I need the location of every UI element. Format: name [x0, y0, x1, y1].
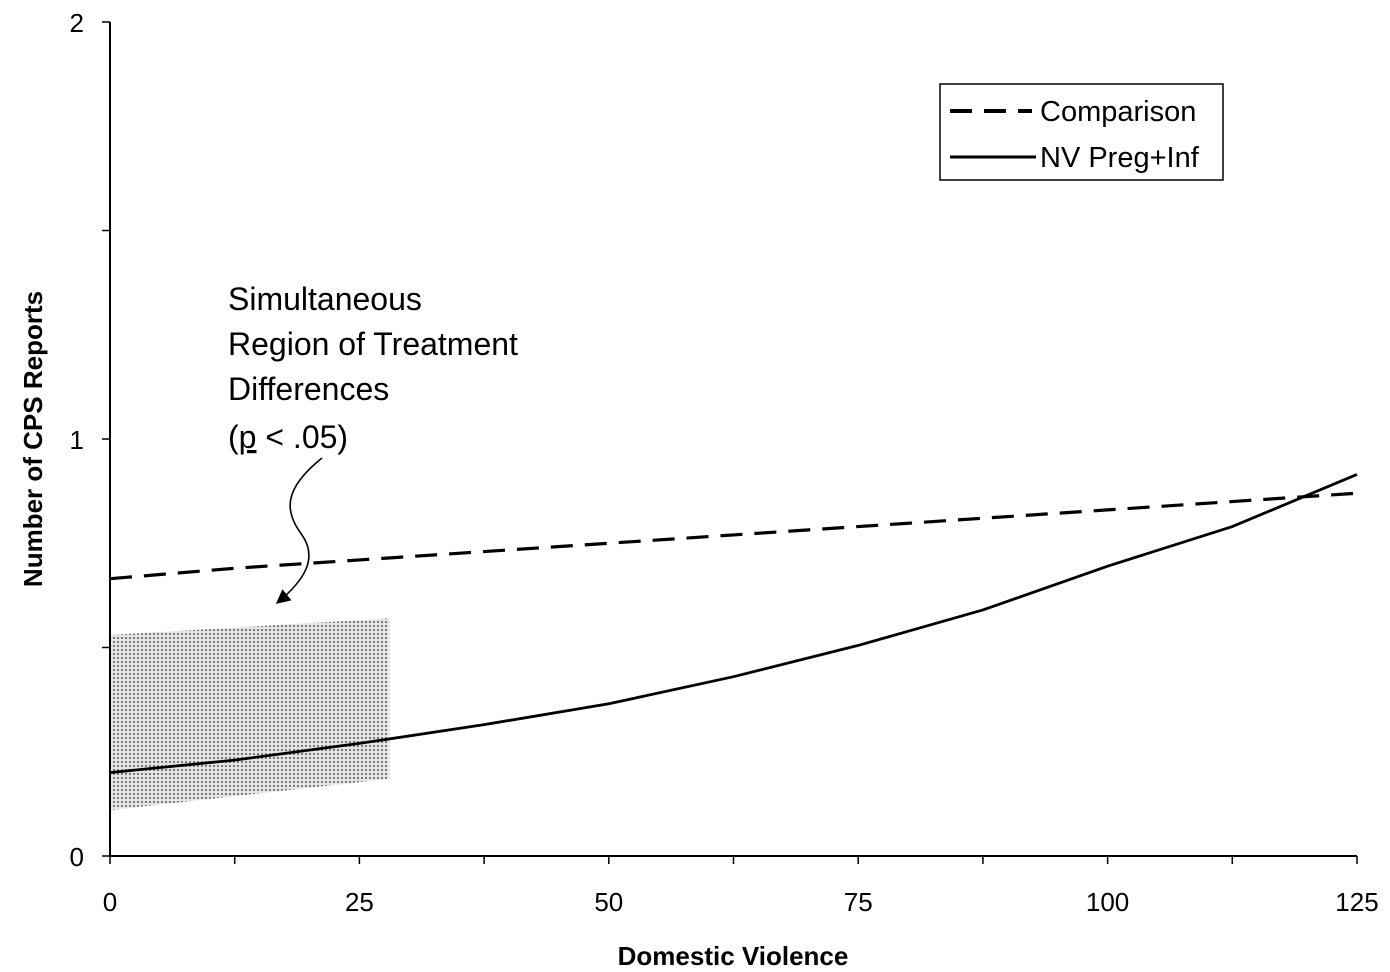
x-tick-label: 0	[103, 887, 117, 917]
annotation-arrow	[275, 457, 323, 604]
legend: Comparison NV Preg+Inf	[939, 83, 1224, 181]
annotation-line-1: Simultaneous	[228, 281, 422, 317]
series-line-comparison	[109, 491, 1358, 581]
annotation-line-4: (p < .05)	[228, 419, 348, 455]
x-tick-label: 100	[1086, 887, 1129, 917]
y-tick-label: 2	[70, 8, 84, 38]
y-axis-title: Number of CPS Reports	[18, 291, 48, 587]
significance-region	[110, 618, 390, 811]
legend-label-nv-preg-inf: NV Preg+Inf	[1040, 142, 1200, 174]
x-tick-label: 75	[844, 887, 873, 917]
annotation-line-3: Differences	[228, 371, 389, 407]
annotation-line-2: Region of Treatment	[228, 326, 518, 362]
x-tick-label: 25	[345, 887, 374, 917]
annotation-p-open: (	[228, 419, 239, 455]
legend-label-comparison: Comparison	[1040, 96, 1196, 128]
annotation-p-rest: < .05)	[256, 419, 348, 455]
x-tick-label: 50	[594, 887, 623, 917]
legend-box	[939, 83, 1224, 181]
annotation-p-symbol: p	[239, 419, 257, 455]
annotation: Simultaneous Region of Treatment Differe…	[228, 281, 518, 604]
series-line-nv-preg-inf	[109, 473, 1358, 774]
y-tick-label: 0	[70, 842, 84, 872]
y-tick-label: 1	[70, 425, 84, 455]
x-axis-title: Domestic Violence	[618, 941, 849, 971]
x-tick-label: 125	[1335, 887, 1378, 917]
